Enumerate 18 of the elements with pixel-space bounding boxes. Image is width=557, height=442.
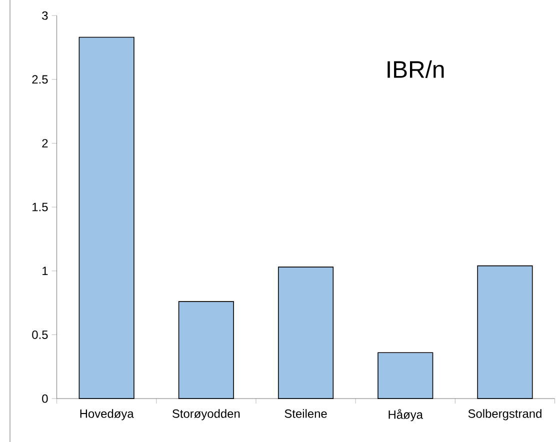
x-tick-label: Håøya [388,409,423,422]
y-tick-label: 3 [42,11,48,20]
x-tick-label: Solbergstrand [468,409,542,420]
x-tick-label: Hovedøya [80,409,134,420]
bar [378,352,434,399]
y-tick-label: 0 [42,394,48,403]
y-tick-label: 2.5 [32,75,48,84]
annotation: IBR/n [388,60,444,78]
y-tick-label: 1 [42,266,48,276]
y-tick-label: 2 [42,139,48,148]
bar [78,36,134,399]
bar [278,266,334,399]
x-tick-label: Steilene [284,409,327,418]
x-tick-label: Storøyodden [172,409,240,420]
y-tick-label: 0.5 [32,330,48,339]
y-tick-label: 1.5 [32,202,48,212]
bar [178,301,234,399]
bar [477,265,533,399]
